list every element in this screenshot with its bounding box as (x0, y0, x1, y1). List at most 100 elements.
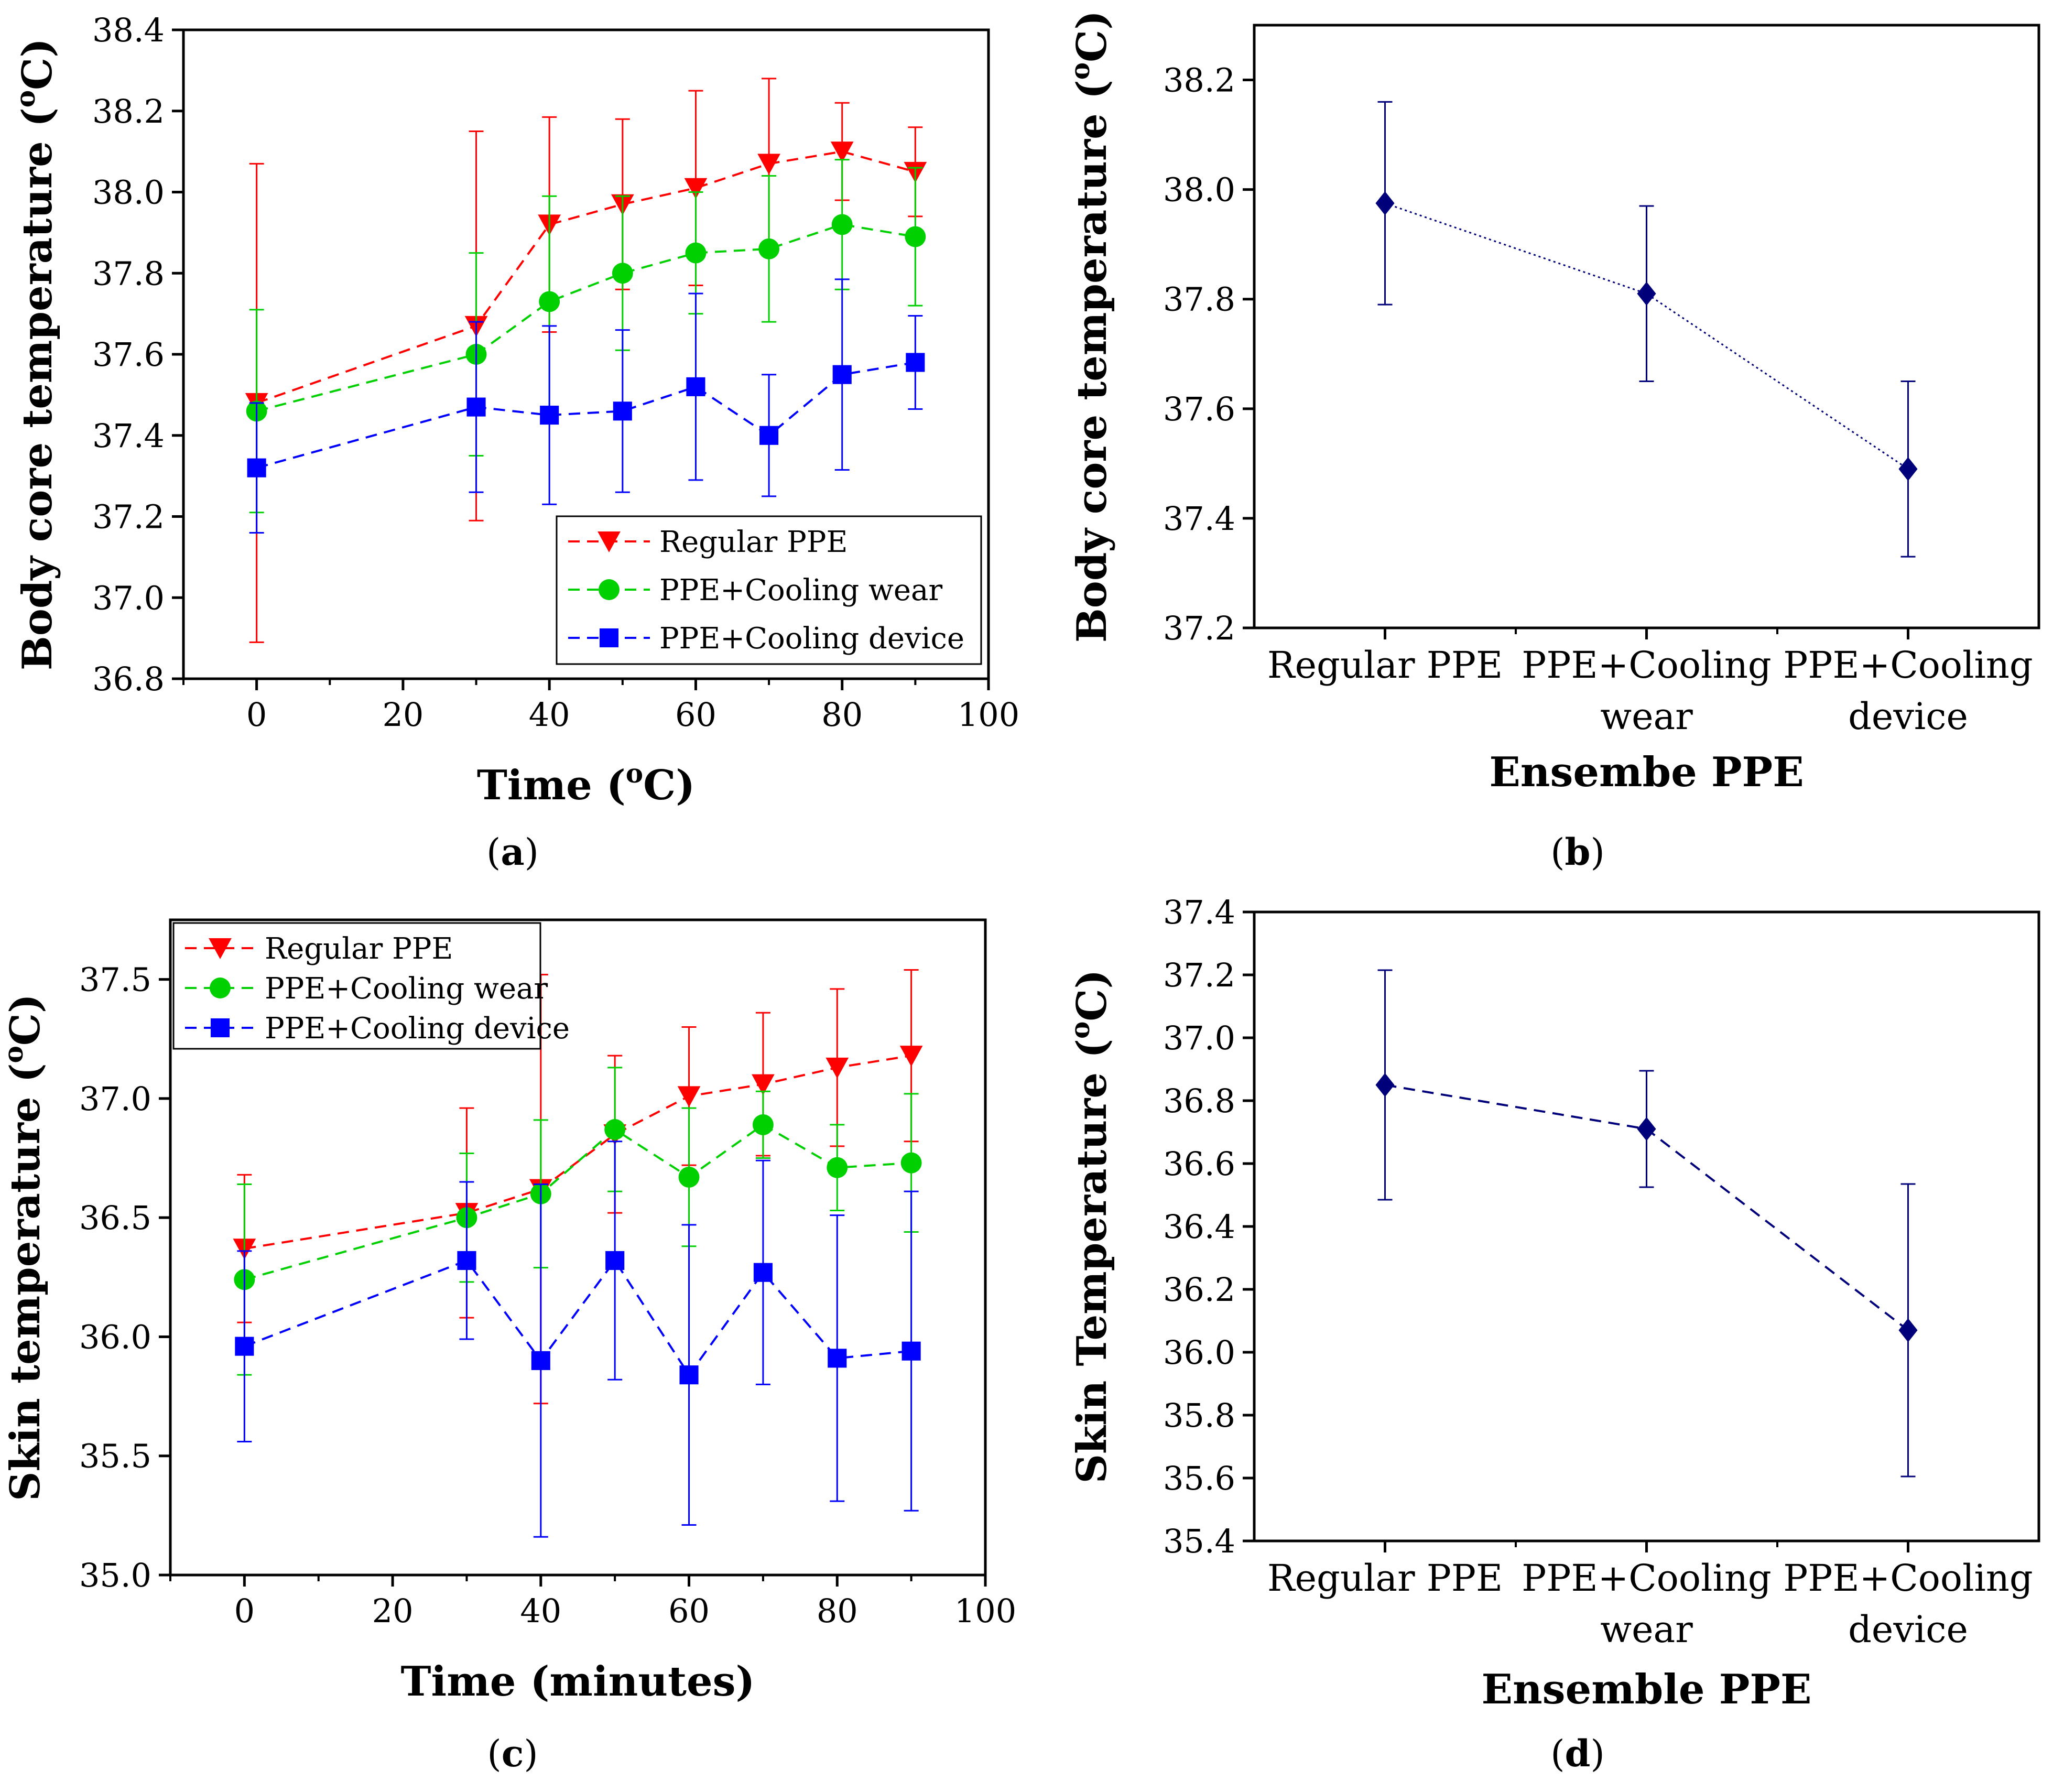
x-tick-label: 40 (520, 1592, 561, 1630)
data-point (828, 1349, 847, 1368)
legend-label: PPE+Cooling device (265, 1012, 570, 1046)
y-tick-label: 35.4 (1163, 1522, 1235, 1560)
data-point (605, 1251, 625, 1270)
data-point (466, 397, 486, 417)
panel-b-body-core-temperature-ensemble: 37.2 37.4 37.6 37.8 38.0 38.2 Regular PPE PPE+C… (1064, 10, 2040, 874)
y-axis-title: Body core temperature (oC) (10, 38, 61, 670)
y-axis-title-text: Body core temperature ( (1068, 80, 1116, 643)
y-tick-label: 36.8 (92, 660, 165, 698)
x-tick-label: 20 (372, 1592, 414, 1630)
panel-label-close: ) (1590, 831, 1604, 874)
category-label: Regular PPE (1267, 644, 1503, 687)
y-tick-label: 36.5 (79, 1199, 151, 1237)
legend: Regular PPE PPE+Cooling wear PPE+Cooling d… (556, 515, 982, 665)
legend-marker (598, 531, 621, 552)
y-tick-label: 38.4 (92, 11, 165, 49)
data-point (827, 1157, 848, 1178)
data-point (604, 1119, 626, 1140)
data-point (677, 1086, 701, 1107)
data-point (678, 1166, 700, 1188)
data-point (831, 214, 853, 235)
y-axis-title: Body core temperature (oC) (1064, 10, 1116, 643)
plot-frame (169, 918, 987, 1577)
data-point (679, 1365, 699, 1385)
y-tick-label: 37.0 (79, 1080, 151, 1118)
y-axis-title-text: Body core temperature ( (14, 107, 61, 670)
panel-label-letter: d (1565, 1732, 1591, 1775)
panel-c-skin-temperature-time: 35.0 35.5 36.0 36.5 37.0 37.5 0 20 40 60 80 100 Time… (0, 918, 1016, 1775)
category-label-line: PPE+Cooling (1522, 644, 1771, 687)
data-point (613, 401, 632, 421)
legend-marker (210, 1018, 230, 1038)
panel-label: (c) (487, 1732, 538, 1775)
y-tick-label: 36.6 (1163, 1145, 1235, 1183)
x-axis-title-text: Time ( (477, 762, 626, 809)
data-point (906, 353, 925, 372)
panel-label-open: ( (487, 1732, 501, 1775)
panel-label-close: ) (1590, 1732, 1604, 1775)
y-tick-label: 37.6 (92, 335, 165, 374)
y-tick-label: 35.0 (79, 1556, 151, 1594)
data-point (825, 1057, 849, 1079)
category-label-line: device (1848, 695, 1968, 738)
series-line (244, 1123, 911, 1281)
data-point (531, 1351, 550, 1370)
y-axis-title-tail: C) (14, 38, 61, 90)
y-axis-title-tail: C) (2, 994, 49, 1046)
legend-label: PPE+Cooling device (659, 622, 964, 656)
panel-label-open: ( (1550, 831, 1565, 874)
x-axis-title-tail: C) (643, 762, 695, 809)
y-axis-title-tail: C) (1068, 970, 1116, 1022)
y-tick-label: 37.2 (1163, 956, 1235, 994)
data-point (612, 263, 633, 284)
y-axis-title-superscript: o (1064, 1022, 1095, 1039)
panel-label-letter: a (501, 830, 524, 874)
y-axis-title-superscript: o (0, 1046, 29, 1063)
y-tick-label: 36.2 (1163, 1270, 1235, 1309)
legend-marker (599, 579, 620, 600)
data-point (685, 242, 707, 264)
series-ensemble-ppe (1375, 101, 1918, 558)
series-line (256, 361, 916, 469)
panel-label-open: ( (486, 831, 501, 874)
category-label-line: Regular PPE (1267, 1557, 1503, 1600)
legend-label: PPE+Cooling wear (265, 972, 548, 1006)
x-axis-title: Time (minutes) (401, 1658, 755, 1706)
x-tick-label: 0 (234, 1592, 255, 1630)
category-label: PPE+Cooling wear (1522, 644, 1771, 738)
category-label-line: PPE+Cooling (1783, 1557, 2033, 1600)
data-point (235, 1337, 254, 1356)
x-tick-label: 60 (668, 1592, 710, 1630)
panel-label-open: ( (1550, 1732, 1565, 1775)
legend-marker (210, 978, 231, 998)
y-axis-title: Skin Temperature (oC) (1064, 970, 1116, 1484)
panel-label-letter: c (502, 1732, 524, 1775)
y-tick-label: 37.2 (92, 498, 165, 536)
data-point (1898, 1318, 1918, 1342)
data-point (757, 154, 780, 175)
series-ppe-cooling-device (235, 1141, 921, 1538)
data-point (832, 365, 852, 384)
legend: Regular PPE PPE+Cooling wear PPE+Cooling d… (172, 922, 570, 1050)
data-point (1637, 281, 1656, 306)
data-point (899, 1046, 923, 1067)
y-tick-label: 38.2 (92, 92, 165, 131)
category-label-line: Regular PPE (1267, 644, 1503, 687)
data-point (684, 178, 708, 199)
y-tick-label: 37.0 (1163, 1019, 1235, 1057)
x-tick-label: 60 (675, 696, 716, 734)
y-tick-label: 36.0 (1163, 1333, 1235, 1372)
legend-marker (599, 628, 619, 648)
y-tick-label: 35.8 (1163, 1396, 1235, 1435)
category-label-line: PPE+Cooling (1783, 644, 2033, 687)
x-tick-label: 80 (817, 1592, 858, 1630)
data-point (539, 291, 560, 312)
x-tick-label: 40 (529, 696, 570, 734)
y-tick-label: 35.6 (1163, 1459, 1235, 1497)
y-axis-title-text: Skin temperature ( (2, 1063, 49, 1501)
x-axis-title-text: Ensembe PPE (1489, 748, 1804, 796)
panel-label: (b) (1550, 830, 1605, 874)
y-tick-label: 37.5 (79, 961, 151, 999)
x-tick-label: 100 (958, 696, 1019, 734)
data-point (686, 377, 705, 396)
